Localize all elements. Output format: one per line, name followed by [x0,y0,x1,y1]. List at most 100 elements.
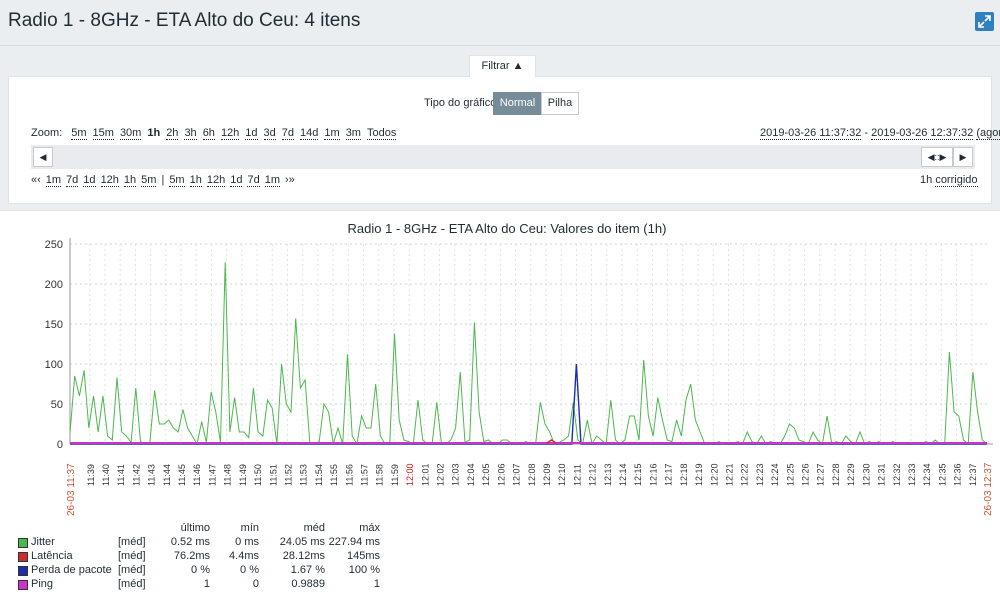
x-tick-label: 11:53 [299,464,309,486]
zoom-option[interactable]: 12h [220,127,240,140]
zoom-option[interactable]: 1h [147,127,161,139]
time-to-link[interactable]: 2019-03-26 12:37:32 [871,127,974,140]
time-from-link[interactable]: 2019-03-26 11:37:32 [760,127,862,140]
period-value: 1h [920,174,933,186]
x-tick-label: 12:17 [664,463,674,486]
graph-type-stacked-button[interactable]: Pilha [541,92,579,115]
x-tick-label: 12:29 [846,463,856,486]
x-tick-label: 12:13 [603,463,613,486]
x-tick-label: 12:01 [420,463,430,486]
x-tick-label: 11:52 [283,464,293,486]
x-tick-label: 11:49 [238,464,248,486]
legend-last: 76.2ms [173,550,210,562]
legend-min: 0 % [240,564,259,576]
nav-forward-link[interactable]: 1h [189,174,202,187]
nav-forward-link[interactable]: 5m [169,174,185,187]
x-tick-label: 12:30 [861,463,871,486]
legend-function: [méd] [118,536,146,548]
zoom-option[interactable]: 3m [345,127,361,140]
y-tick-label: 0 [57,439,63,451]
x-tick-label: 12:28 [831,463,841,486]
legend-avg: 24.05 ms [279,536,325,548]
nav-forward-link[interactable]: 7d [247,174,260,187]
y-tick-label: 150 [45,319,63,331]
x-tick-label: 12:25 [785,463,795,486]
legend-row: Ping [méd] 1 0 0.9889 1 [18,578,380,592]
nav-forward-link[interactable]: 1m [264,174,280,187]
nav-back-link[interactable]: 7d [66,174,79,187]
filter-tab[interactable]: Filtrar ▲ [469,55,536,77]
graph-type-label: Tipo do gráfico [424,97,497,109]
timeline-scrollbar[interactable]: ◀ ◀::▶ ▶ [31,145,975,169]
legend-header: último mín méd máx [18,522,380,536]
nav-forward-link[interactable]: 1d [230,174,243,187]
nav-back-link[interactable]: 1h [123,174,137,187]
timeline-right-button[interactable]: ▶ [953,147,973,167]
x-tick-label: 12:32 [892,463,902,486]
zoom-option[interactable]: 15m [92,127,114,140]
zoom-option[interactable]: 3d [263,127,276,140]
x-tick-label: 12:27 [816,463,826,486]
nav-back-link[interactable]: 1m [45,174,62,187]
fullscreen-button[interactable] [975,12,994,31]
x-tick-label: 12:12 [588,463,598,486]
legend-header-min: mín [240,522,259,534]
x-tick-label: 11:59 [390,464,400,486]
legend-max: 227.94 ms [328,536,380,548]
zoom-option[interactable]: 1m [324,127,340,140]
x-tick-label: 12:33 [907,463,917,486]
x-tick-label: 12:36 [953,463,963,486]
zoom-option[interactable]: 5m [71,127,87,140]
y-tick-label: 250 [45,239,63,251]
x-tick-label: 11:56 [344,464,354,486]
zoom-option[interactable]: 2h [166,127,179,140]
zoom-option[interactable]: 6h [202,127,215,140]
x-tick-label: 12:22 [740,463,750,486]
nav-forward-link[interactable]: 12h [206,174,226,187]
legend-header-last: último [180,522,210,534]
graph-type-normal-button[interactable]: Normal [493,92,542,115]
time-range-separator: - [861,127,872,139]
x-tick-label: 12:31 [877,463,887,486]
zoom-option[interactable]: 3h [184,127,197,140]
x-tick-label: 12:07 [512,463,522,486]
timeline-left-button[interactable]: ◀ [33,147,53,167]
x-tick-label: 12:24 [770,463,780,486]
zoom-option[interactable]: 7d [281,127,295,140]
legend-avg: 0.9889 [291,578,325,590]
zoom-option[interactable]: 14d [300,127,319,140]
x-tick-label: 11:41 [116,464,126,486]
legend-swatch [18,538,28,548]
legend-max: 145ms [346,550,380,562]
x-tick-label: 11:51 [268,464,278,486]
x-tick-label: 11:57 [360,464,370,486]
zoom-option[interactable]: 30m [119,127,142,140]
legend-row: Jitter [méd] 0.52 ms 0 ms 24.05 ms 227.94 ms [18,536,380,550]
x-tick-label: 12:03 [451,463,461,486]
time-now-link[interactable]: (agora) [976,127,1000,140]
nav-back-link[interactable]: 5m [141,174,157,187]
legend-function: [méd] [118,564,146,576]
legend-avg: 1.67 % [290,564,325,576]
timeline-handle[interactable]: ◀::▶ [921,147,953,167]
series-line-latency [546,439,557,444]
nav-back-link[interactable]: 12h [100,174,119,187]
zoom-option[interactable]: 1d [245,127,258,140]
x-tick-label: 12:02 [436,463,446,486]
x-tick-label: 11:47 [207,464,217,486]
page-title: Radio 1 - 8GHz - ETA Alto do Ceu: 4 iten… [8,10,361,31]
x-tick-label: 12:11 [572,464,582,486]
zoom-option[interactable]: Todos [366,127,397,140]
legend-series-name: Perda de pacote [31,564,112,576]
fixed-toggle-link[interactable]: corrigido [935,174,978,187]
x-tick-label: 11:44 [162,464,172,486]
legend-last: 1 [203,578,210,590]
period-fixed: 1h corrigido [920,174,978,187]
x-tick-label: 11:39 [86,464,96,486]
x-tick-label: 11:48 [223,464,233,486]
legend-row: Perda de pacote [méd] 0 % 0 % 1.67 % 100 % [18,564,380,578]
nav-back-link[interactable]: 1d [83,174,96,187]
x-tick-label: 12:37 [968,463,978,486]
zoom-label: Zoom: [31,127,63,139]
x-tick-label: 12:16 [648,463,658,486]
